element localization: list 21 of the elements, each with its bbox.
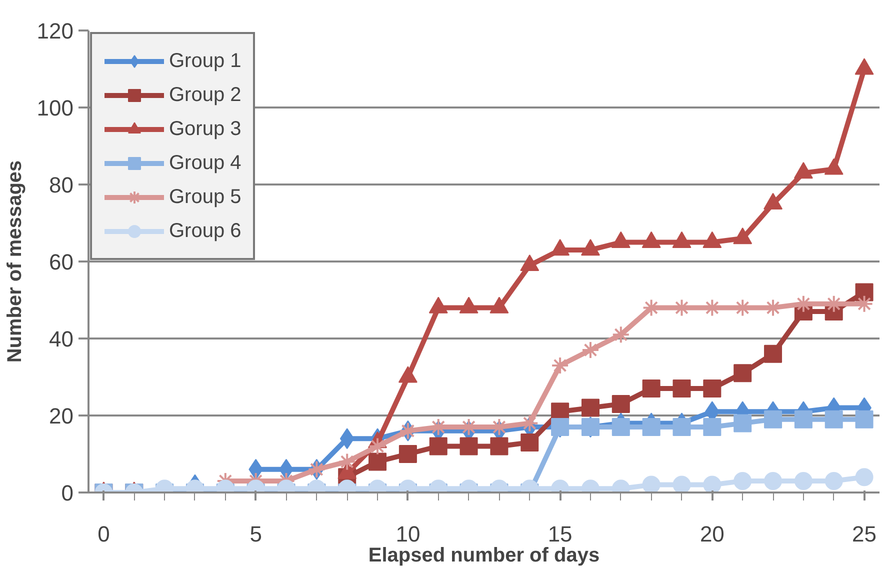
x-tick-label: 10	[396, 522, 420, 546]
x-tick-label: 25	[852, 522, 877, 546]
y-tick-label: 60	[49, 250, 74, 274]
legend-label: Group 6	[169, 220, 242, 242]
legend-label: Group 4	[169, 152, 242, 174]
y-tick-label: 80	[49, 172, 74, 198]
y-tick-label: 40	[49, 326, 74, 352]
legend-label: Group 1	[169, 50, 242, 72]
x-tick-label: 20	[700, 522, 724, 546]
y-axis-title: Number of messages	[4, 160, 26, 363]
x-tick-label: 15	[548, 522, 572, 546]
y-tick-label: 20	[49, 404, 74, 428]
y-tick-label: 100	[36, 96, 74, 120]
y-tick-label: 0	[61, 480, 74, 506]
x-tick-label: 0	[98, 522, 110, 546]
x-tick-label: 5	[250, 522, 262, 546]
x-axis-title: Elapsed number of days	[368, 544, 600, 566]
legend-label: Group 2	[169, 84, 242, 106]
legend-label: Gorup 3	[169, 118, 242, 140]
y-tick-label: 120	[36, 18, 74, 44]
legend-label: Group 5	[169, 186, 242, 208]
